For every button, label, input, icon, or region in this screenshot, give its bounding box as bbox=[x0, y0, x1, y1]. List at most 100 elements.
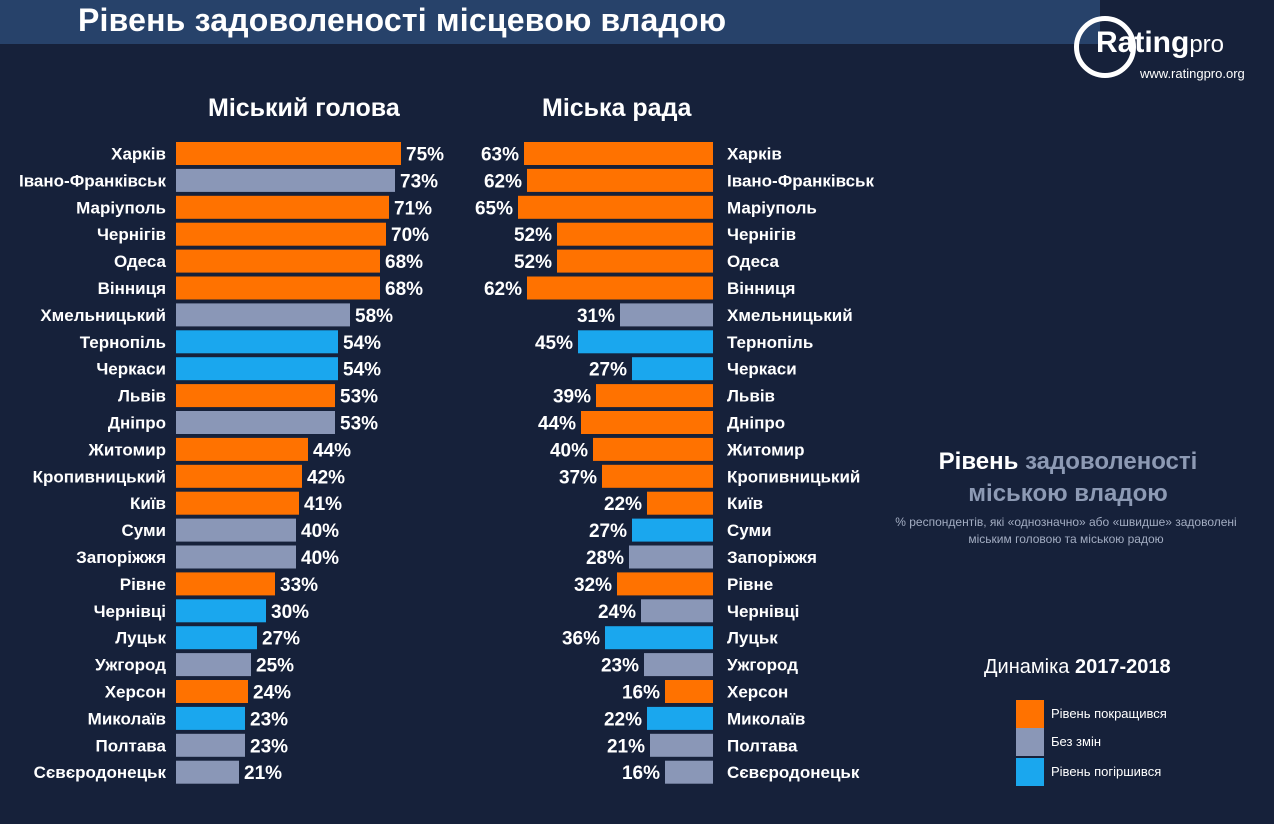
mayor-value-label: 23% bbox=[250, 736, 288, 757]
mayor-bar bbox=[176, 437, 308, 461]
council-bar bbox=[527, 276, 713, 300]
chart-title-mayor: Міський голова bbox=[208, 94, 400, 122]
mayor-value-label: 68% bbox=[385, 252, 423, 273]
mayor-value-label: 41% bbox=[304, 494, 342, 515]
council-value-label: 62% bbox=[484, 171, 522, 192]
mayor-value-label: 68% bbox=[385, 279, 423, 300]
council-bar bbox=[617, 572, 713, 596]
mayor-city-label: Миколаїв bbox=[88, 709, 166, 728]
council-bar bbox=[641, 599, 713, 623]
council-bar bbox=[644, 653, 713, 677]
mayor-bar bbox=[176, 384, 335, 408]
mayor-city-label: Маріуполь bbox=[76, 198, 166, 217]
council-bar bbox=[593, 437, 713, 461]
mayor-value-label: 33% bbox=[280, 575, 318, 596]
mayor-city-label: Сєвєродонецьк bbox=[34, 763, 167, 782]
mayor-city-label: Одеса bbox=[114, 252, 166, 271]
legend-label-worsened: Рівень погіршився bbox=[1051, 764, 1162, 779]
mayor-city-label: Івано-Франківськ bbox=[19, 171, 166, 190]
council-value-label: 37% bbox=[559, 467, 597, 488]
chart-title-council: Міська рада bbox=[542, 94, 692, 122]
council-city-label: Луцьк bbox=[727, 629, 778, 648]
mayor-city-label: Запоріжжя bbox=[76, 548, 166, 567]
council-value-label: 22% bbox=[604, 494, 642, 515]
council-value-label: 65% bbox=[475, 198, 513, 219]
mayor-city-label: Харків bbox=[111, 145, 166, 164]
mayor-bar bbox=[176, 653, 251, 677]
council-value-label: 27% bbox=[589, 360, 627, 381]
mayor-bar bbox=[176, 357, 338, 381]
council-bar bbox=[647, 491, 713, 515]
legend-title: Динаміка 2017-2018 bbox=[984, 656, 1171, 678]
council-city-label: Миколаїв bbox=[727, 709, 805, 728]
council-value-label: 28% bbox=[586, 548, 624, 569]
council-value-label: 23% bbox=[601, 656, 639, 677]
mayor-bar bbox=[176, 706, 245, 730]
mayor-value-label: 42% bbox=[307, 467, 345, 488]
council-bar bbox=[557, 249, 713, 273]
logo-url: www.ratingpro.org bbox=[1140, 66, 1245, 81]
mayor-value-label: 70% bbox=[391, 225, 429, 246]
council-bar bbox=[650, 733, 713, 757]
council-bar bbox=[557, 222, 713, 246]
mayor-value-label: 54% bbox=[343, 333, 381, 354]
mayor-bar bbox=[176, 276, 380, 300]
council-bar bbox=[632, 518, 713, 542]
ratingpro-logo: Ratingpro www.ratingpro.org bbox=[1074, 16, 1264, 86]
council-bar bbox=[578, 330, 713, 354]
mayor-value-label: 25% bbox=[256, 656, 294, 677]
mayor-value-label: 44% bbox=[313, 440, 351, 461]
title-band bbox=[0, 0, 1100, 44]
council-value-label: 39% bbox=[553, 387, 591, 408]
mayor-city-label: Суми bbox=[121, 521, 166, 540]
mayor-bar bbox=[176, 733, 245, 757]
council-value-label: 24% bbox=[598, 602, 636, 623]
mayor-city-label: Черкаси bbox=[96, 360, 166, 379]
mayor-bar bbox=[176, 599, 266, 623]
council-city-label: Полтава bbox=[727, 736, 798, 755]
council-city-label: Чернігів bbox=[727, 225, 796, 244]
council-bar bbox=[524, 142, 713, 165]
council-value-label: 27% bbox=[589, 521, 627, 542]
council-city-label: Харків bbox=[727, 145, 782, 164]
logo-ring-icon bbox=[1074, 16, 1136, 78]
council-bar bbox=[602, 464, 713, 488]
council-bar bbox=[620, 303, 713, 327]
council-city-label: Суми bbox=[727, 521, 772, 540]
mayor-value-label: 58% bbox=[355, 306, 393, 327]
mayor-value-label: 53% bbox=[340, 387, 378, 408]
mayor-bar bbox=[176, 680, 248, 703]
mayor-city-label: Хмельницький bbox=[40, 306, 166, 325]
mayor-bar bbox=[176, 545, 296, 569]
mayor-value-label: 75% bbox=[406, 145, 444, 166]
council-value-label: 16% bbox=[622, 763, 660, 784]
council-bar bbox=[647, 706, 713, 730]
council-value-label: 40% bbox=[550, 440, 588, 461]
legend-swatch-improved bbox=[1016, 700, 1044, 728]
mayor-city-label: Житомир bbox=[88, 440, 167, 459]
mayor-value-label: 53% bbox=[340, 414, 378, 435]
mayor-bar bbox=[176, 303, 350, 327]
council-city-label: Київ bbox=[727, 494, 763, 513]
council-city-label: Вінниця bbox=[727, 279, 795, 298]
page-title: Рівень задоволеності місцевою владою bbox=[78, 2, 727, 38]
mayor-bar bbox=[176, 142, 401, 165]
council-city-label: Львів bbox=[727, 387, 775, 406]
council-value-label: 45% bbox=[535, 333, 573, 354]
council-value-label: 62% bbox=[484, 279, 522, 300]
mayor-bar bbox=[176, 760, 239, 784]
info-subtitle: % респондентів, які «однозначно» або «шв… bbox=[895, 515, 1237, 546]
council-bar bbox=[629, 545, 713, 569]
council-city-label: Тернопіль bbox=[727, 333, 813, 352]
council-city-label: Кропивницький bbox=[727, 467, 860, 486]
council-bar bbox=[518, 195, 713, 219]
mayor-value-label: 30% bbox=[271, 602, 309, 623]
mayor-value-label: 27% bbox=[262, 629, 300, 650]
mayor-city-label: Дніпро bbox=[108, 414, 166, 433]
mayor-bar bbox=[176, 464, 302, 488]
council-value-label: 36% bbox=[562, 629, 600, 650]
legend-label-no-change: Без змін bbox=[1051, 734, 1102, 749]
council-city-label: Черкаси bbox=[727, 360, 797, 379]
council-value-label: 52% bbox=[514, 225, 552, 246]
